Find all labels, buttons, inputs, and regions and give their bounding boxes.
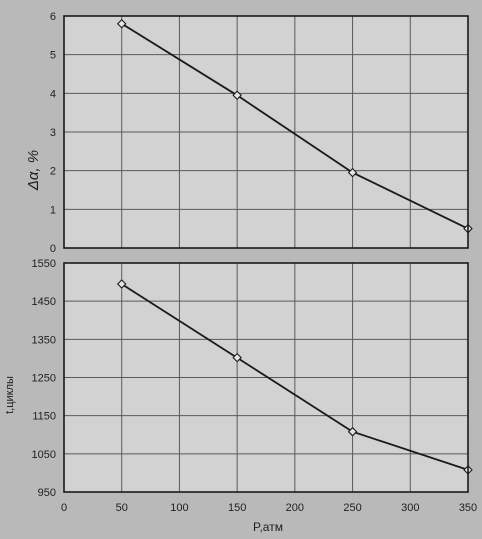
- top-y-tick-label: 4: [50, 88, 56, 100]
- bottom-series-line: [121, 283, 469, 471]
- bot-x-tick-label: 100: [170, 502, 188, 514]
- delta-alpha-chart: 0 1 2 3 4 5 6 Δα, %: [25, 11, 473, 255]
- bot-y-tick-label: 950: [38, 487, 56, 499]
- bottom-y-tick-labels: 950 1050 1150 1250 1350 1450 1550: [32, 258, 56, 499]
- bottom-plot-frame: [63, 262, 469, 493]
- bot-x-tick-label: 300: [401, 502, 419, 514]
- top-data-point: [116, 18, 127, 29]
- bot-y-tick-label: 1050: [32, 449, 56, 461]
- cycles-chart: 950 1050 1150 1250 1350 1450 1550 0 50 100 150 200…: [4, 258, 477, 534]
- bot-data-point: [347, 426, 358, 437]
- top-y-tick-label: 2: [50, 166, 56, 178]
- bot-x-tick-label: 350: [459, 502, 477, 514]
- top-y-tick-label: 6: [50, 11, 56, 23]
- bot-x-tick-label: 250: [343, 502, 361, 514]
- top-y-tick-label: 1: [50, 204, 56, 216]
- bot-y-tick-label: 1550: [32, 258, 56, 270]
- bot-x-tick-label: 200: [286, 502, 304, 514]
- top-y-tick-label: 0: [50, 243, 56, 255]
- top-y-tick-labels: 0 1 2 3 4 5 6: [50, 11, 56, 255]
- bot-x-tick-label: 0: [61, 502, 67, 514]
- bot-y-tick-label: 1150: [32, 411, 56, 423]
- bot-x-tick-label: 50: [116, 502, 128, 514]
- top-plot-frame: [63, 15, 469, 249]
- bot-y-tick-label: 1350: [32, 334, 56, 346]
- bot-x-tick-label: 150: [228, 502, 246, 514]
- top-series-line: [121, 22, 469, 230]
- bot-data-point: [232, 352, 242, 363]
- bottom-x-axis-label: P,атм: [253, 520, 283, 534]
- top-data-point: [347, 167, 358, 178]
- bot-data-point: [116, 279, 127, 289]
- bot-y-tick-label: 1450: [32, 296, 56, 308]
- bot-y-tick-label: 1250: [32, 373, 56, 385]
- top-y-tick-label: 3: [50, 127, 56, 139]
- top-y-axis-label: Δα, %: [25, 150, 42, 191]
- bottom-y-axis-label: t,циклы: [4, 376, 16, 414]
- top-y-tick-label: 5: [50, 50, 56, 62]
- top-data-point: [232, 90, 242, 101]
- bottom-x-tick-labels: 0 50 100 150 200 250 300 350: [61, 502, 477, 514]
